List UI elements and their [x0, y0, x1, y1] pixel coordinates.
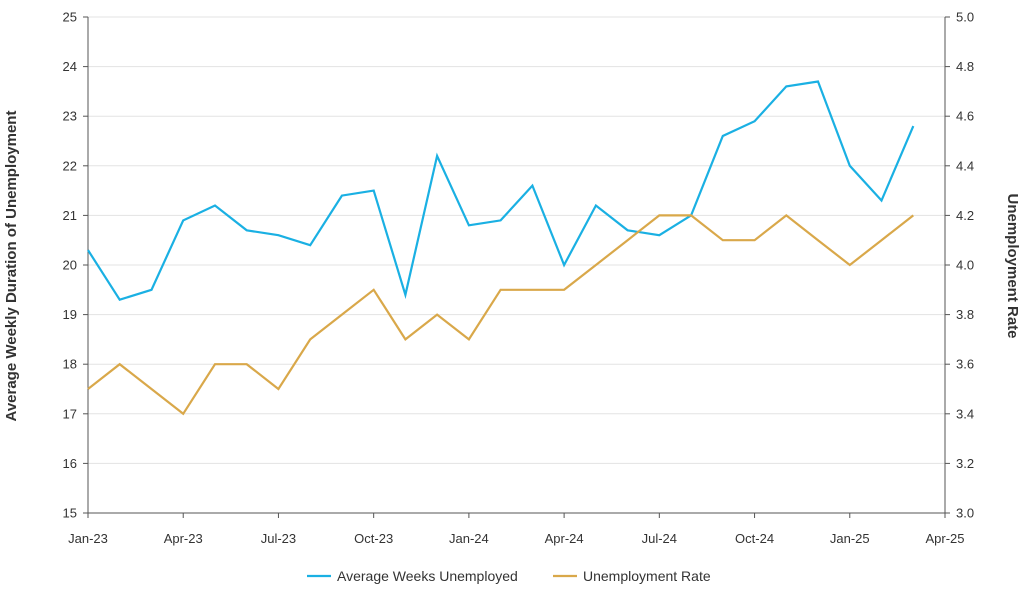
series-line-average-weeks-unemployed — [87, 80, 915, 301]
series-line-unemployment-rate — [87, 214, 914, 416]
left-tick-label: 22 — [63, 158, 77, 173]
right-y-axis: 3.0 3.2 3.4 3.6 3.8 4.0 4.2 4.4 4.6 4.8 5.0 — [944, 10, 974, 521]
right-tick-label: 4.6 — [956, 109, 974, 124]
right-tick-label: 3.4 — [956, 406, 974, 421]
x-tick-label: Jan-23 — [68, 531, 108, 546]
x-tick-label: Oct-24 — [735, 531, 774, 546]
left-y-axis: 15 16 17 18 19 20 21 22 23 24 25 — [63, 10, 89, 521]
right-tick-label: 4.8 — [956, 59, 974, 74]
right-tick-label: 4.4 — [956, 158, 974, 173]
legend: Average Weeks Unemployed Unemployment Rat… — [307, 568, 711, 584]
right-tick-label: 3.6 — [956, 357, 974, 372]
right-axis-title: Unemployment Rate — [1004, 193, 1021, 338]
right-tick-label: 4.0 — [956, 258, 974, 273]
right-tick-label: 4.2 — [956, 208, 974, 223]
x-tick-label: Jan-25 — [830, 531, 870, 546]
x-tick-label: Apr-23 — [164, 531, 203, 546]
left-tick-label: 25 — [63, 10, 77, 25]
right-tick-label: 3.0 — [956, 506, 974, 521]
x-tick-label: Jan-24 — [449, 531, 489, 546]
right-tick-label: 3.8 — [956, 307, 974, 322]
left-tick-label: 23 — [63, 109, 77, 124]
x-tick-label: Oct-23 — [354, 531, 393, 546]
left-tick-label: 17 — [63, 406, 77, 421]
left-tick-label: 24 — [63, 59, 77, 74]
left-tick-label: 20 — [63, 258, 77, 273]
right-tick-label: 3.2 — [956, 456, 974, 471]
x-tick-label: Apr-24 — [545, 531, 584, 546]
x-tick-label: Jul-23 — [261, 531, 296, 546]
left-tick-label: 21 — [63, 208, 77, 223]
legend-label: Average Weeks Unemployed — [337, 568, 518, 584]
x-tick-label: Apr-25 — [925, 531, 964, 546]
left-tick-label: 19 — [63, 307, 77, 322]
x-axis: Jan-23 Apr-23 Jul-23 Oct-23 Jan-24 Apr-24 Jul-… — [68, 512, 965, 546]
left-tick-label: 15 — [63, 506, 77, 521]
series-lines — [87, 80, 915, 416]
left-tick-label: 18 — [63, 357, 77, 372]
left-tick-label: 16 — [63, 456, 77, 471]
left-axis-title: Average Weekly Duration of Unemployment — [3, 111, 20, 422]
right-tick-label: 5.0 — [956, 10, 974, 25]
x-tick-label: Jul-24 — [642, 531, 677, 546]
legend-label: Unemployment Rate — [583, 568, 711, 584]
